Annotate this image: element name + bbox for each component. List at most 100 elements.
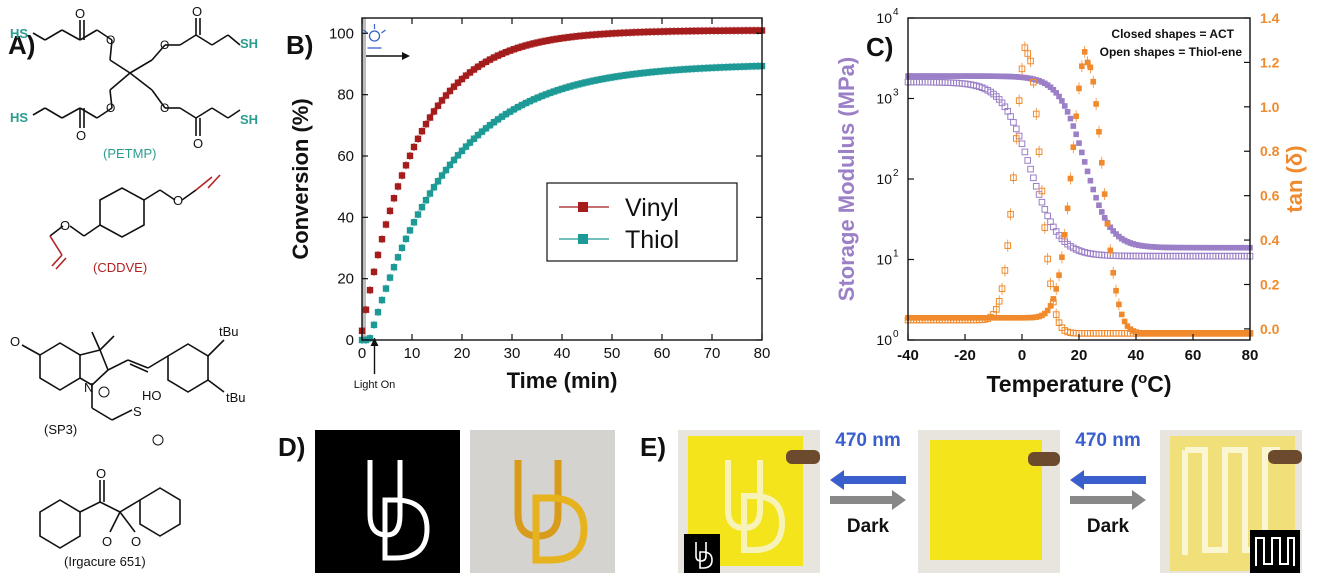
data-point bbox=[939, 73, 945, 79]
data-point bbox=[979, 73, 985, 79]
arrow-right-icon bbox=[830, 490, 906, 510]
x-tick-label: 80 bbox=[754, 345, 771, 362]
data-point bbox=[1002, 314, 1008, 321]
y-tick-label-right: 1.0 bbox=[1260, 99, 1280, 115]
data-point bbox=[1024, 75, 1031, 81]
data-point bbox=[450, 83, 458, 90]
oxygen-label: O bbox=[10, 334, 20, 349]
data-point bbox=[1099, 159, 1105, 166]
data-point bbox=[654, 28, 662, 35]
data-point bbox=[1215, 244, 1222, 251]
tbu-label: tBu bbox=[226, 390, 246, 405]
data-point bbox=[1096, 128, 1102, 135]
data-point bbox=[982, 73, 988, 79]
y-tick-label-right: 0.0 bbox=[1260, 321, 1280, 337]
data-point bbox=[498, 113, 506, 120]
data-point bbox=[998, 285, 1006, 293]
data-point bbox=[406, 152, 414, 160]
data-point bbox=[730, 27, 738, 34]
data-point bbox=[522, 42, 530, 49]
data-point bbox=[953, 73, 960, 79]
y-tick-label: 10 bbox=[876, 91, 892, 107]
data-point bbox=[1032, 110, 1040, 118]
data-point bbox=[933, 73, 940, 79]
data-point bbox=[1015, 97, 1023, 104]
data-point bbox=[1150, 244, 1156, 250]
data-point bbox=[1016, 314, 1022, 321]
hydroxyl-label: HO bbox=[142, 388, 162, 403]
data-point bbox=[1113, 231, 1119, 237]
data-point bbox=[570, 82, 578, 89]
data-point bbox=[650, 28, 658, 35]
data-point bbox=[1244, 244, 1250, 251]
data-point bbox=[1033, 314, 1040, 320]
arrow-up-icon bbox=[370, 338, 379, 346]
data-point bbox=[1016, 74, 1022, 80]
data-point bbox=[1193, 244, 1199, 251]
data-point bbox=[1116, 301, 1122, 308]
data-point bbox=[630, 70, 638, 78]
y-tick-label: 40 bbox=[337, 209, 354, 226]
data-point bbox=[746, 27, 754, 34]
data-point bbox=[426, 190, 434, 197]
data-point bbox=[993, 314, 1000, 321]
data-point bbox=[1101, 191, 1108, 197]
data-point bbox=[1184, 244, 1191, 251]
data-point bbox=[1047, 280, 1054, 288]
data-point bbox=[366, 286, 374, 294]
data-point bbox=[730, 63, 738, 71]
data-point bbox=[1121, 237, 1128, 244]
data-point bbox=[1044, 82, 1051, 88]
data-point bbox=[1013, 314, 1020, 321]
thiol-group-label: SH bbox=[240, 36, 258, 51]
data-point bbox=[606, 74, 614, 81]
y-tick-label-right: 1.2 bbox=[1260, 54, 1280, 70]
data-point bbox=[510, 46, 518, 53]
data-point bbox=[1130, 241, 1136, 247]
data-point bbox=[973, 73, 980, 79]
tbu-label: tBu bbox=[219, 324, 239, 339]
data-point bbox=[498, 50, 506, 58]
data-point bbox=[930, 73, 937, 79]
data-point bbox=[742, 27, 750, 34]
data-point bbox=[993, 73, 1000, 80]
data-point bbox=[1018, 140, 1026, 148]
y-tick-label: 20 bbox=[337, 271, 354, 288]
data-point bbox=[1178, 244, 1185, 251]
y-tick-label: 10 bbox=[876, 332, 892, 348]
data-point bbox=[422, 120, 430, 128]
data-point bbox=[490, 54, 498, 61]
data-point bbox=[590, 77, 598, 84]
data-point bbox=[410, 143, 418, 151]
data-point bbox=[550, 88, 558, 95]
data-point bbox=[718, 64, 726, 71]
x-tick-label: 40 bbox=[1128, 347, 1145, 364]
data-point bbox=[642, 69, 650, 76]
data-point bbox=[674, 28, 682, 35]
data-point bbox=[1107, 224, 1114, 231]
data-point bbox=[1076, 140, 1082, 146]
wavelength-label: 470 nm bbox=[835, 430, 901, 451]
data-point bbox=[1036, 313, 1042, 320]
data-point bbox=[662, 28, 670, 35]
data-point bbox=[1224, 244, 1230, 251]
data-point bbox=[386, 207, 394, 215]
data-point bbox=[1099, 209, 1105, 215]
data-point bbox=[1070, 144, 1077, 150]
sp3-label: (SP3) bbox=[44, 422, 77, 437]
data-point bbox=[928, 73, 934, 79]
chemical-structures: O O O O O O O O HS SH HS SH (PETMP) O O … bbox=[10, 4, 258, 569]
data-point bbox=[1076, 85, 1082, 92]
data-point bbox=[490, 119, 498, 126]
x-tick-label: 0 bbox=[358, 345, 366, 362]
data-point bbox=[1096, 202, 1102, 209]
data-point bbox=[750, 63, 758, 70]
data-point bbox=[398, 244, 406, 252]
data-point bbox=[502, 110, 510, 118]
data-point bbox=[494, 52, 502, 59]
panel-label-b: B) bbox=[286, 30, 314, 60]
data-point bbox=[1042, 80, 1048, 87]
data-point bbox=[474, 131, 482, 139]
data-point bbox=[690, 27, 698, 35]
data-point bbox=[1101, 215, 1108, 221]
